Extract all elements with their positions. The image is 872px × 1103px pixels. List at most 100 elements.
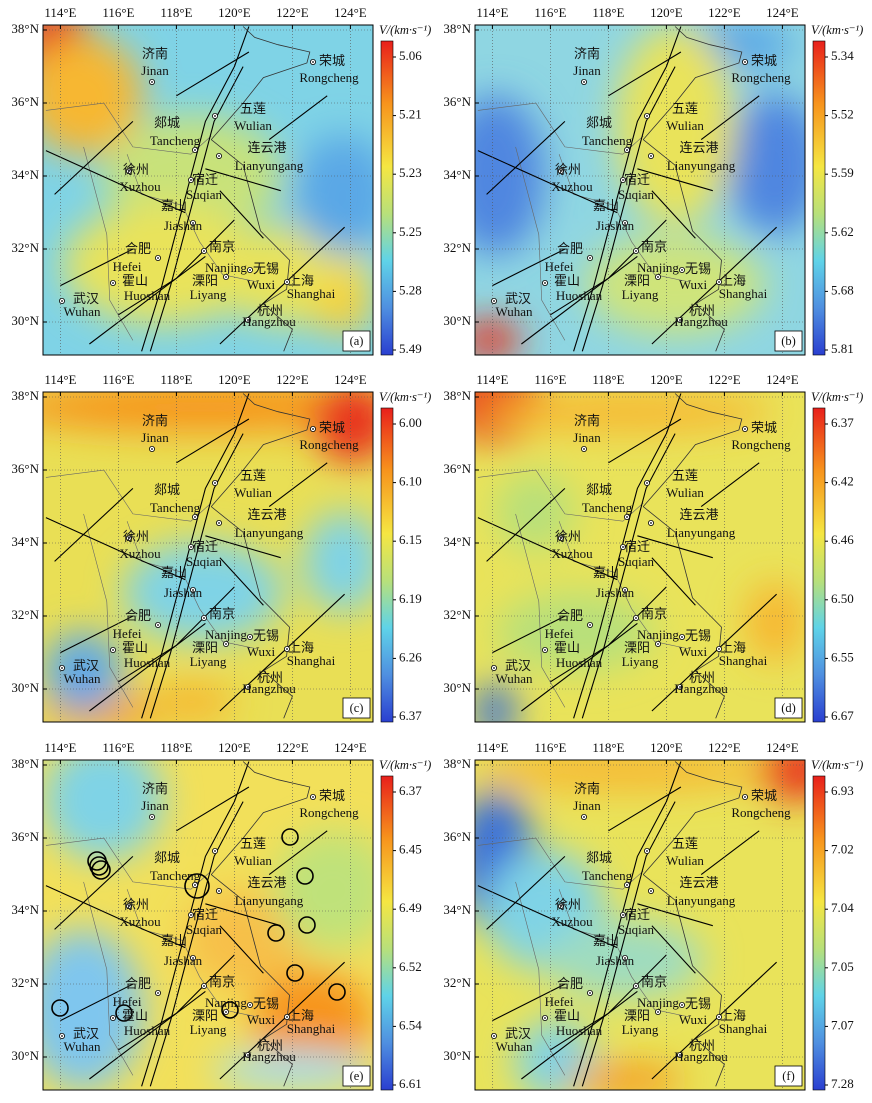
city-name-en: Suqian	[186, 187, 223, 202]
fault	[89, 990, 206, 1080]
city-name-en: Hangzhou	[242, 681, 296, 696]
map-frame	[42, 391, 374, 723]
city-name-en: Shanghai	[287, 1021, 336, 1036]
city-name-en: Lianyungang	[235, 893, 304, 908]
lon-tick-label: 124°E	[766, 5, 799, 20]
city-name-cn: 杭州	[257, 670, 283, 685]
city-marker-dot	[194, 884, 196, 886]
fault	[219, 190, 264, 239]
city-marker-dot	[190, 546, 192, 548]
city-name-cn: 上海	[288, 1008, 314, 1023]
city-marker-dot	[679, 319, 681, 321]
city-marker-dot	[635, 617, 637, 619]
lon-tick-label: 122°E	[708, 740, 741, 755]
city-name-cn: 上海	[720, 640, 746, 655]
colorbar	[812, 775, 826, 1091]
lat-tick-label: 32°N	[443, 975, 471, 990]
city-name-cn: 溧阳	[192, 273, 218, 288]
fault	[54, 855, 134, 930]
colorbar-tick-label: 5.68	[831, 282, 854, 297]
city-marker-dot	[203, 617, 205, 619]
fault	[492, 248, 566, 287]
velocity-anomaly	[475, 682, 515, 722]
velocity-anomaly	[213, 1050, 373, 1090]
city-name-en: Wuxi	[247, 644, 276, 659]
city-name-en: Wuxi	[679, 644, 708, 659]
boundary	[477, 837, 644, 890]
lat-tick-label: 30°N	[443, 680, 471, 695]
city-marker-dot	[61, 300, 63, 302]
city-marker-dot	[622, 914, 624, 916]
coastline	[642, 761, 743, 875]
city-name-en: Wulian	[666, 485, 704, 500]
lon-tick-label: 122°E	[276, 372, 309, 387]
lat-tick-label: 30°N	[11, 1048, 39, 1063]
colorbar-title: V/(km·s⁻¹)	[811, 758, 863, 772]
map-area: 济南 Jinan 荣城 Rongcheng 五莲 Wulian 郯城 Tancheng 连云港 L…	[43, 25, 373, 355]
colorbar-title: V/(km·s⁻¹)	[811, 390, 863, 404]
city-marker-dot	[157, 992, 159, 994]
fault	[550, 219, 667, 316]
colorbar	[380, 40, 394, 356]
colorbar-tick-label: 5.23	[399, 165, 422, 180]
velocity-anomaly	[43, 760, 163, 860]
panel-label: (b)	[781, 334, 796, 348]
city-name-en: Rongcheng	[731, 805, 791, 820]
city-name-en: Liyang	[622, 654, 659, 669]
city-name-cn: 合肥	[557, 608, 583, 623]
lon-tick-label: 116°E	[102, 372, 134, 387]
city-marker-dot	[544, 649, 546, 651]
city-name-cn: 郯城	[154, 115, 180, 130]
fault	[54, 120, 134, 195]
city-name-cn: 武汉	[505, 1026, 531, 1041]
city-marker-dot	[646, 850, 648, 852]
map-area: 济南 Jinan 荣城 Rongcheng 五莲 Wulian 郯城 Tancheng 连云港 L…	[43, 760, 373, 1090]
fault	[492, 983, 566, 1022]
city-name-cn: 宿迁	[624, 907, 650, 922]
city-name-en: Lianyungang	[667, 525, 736, 540]
lon-tick-label: 120°E	[650, 740, 683, 755]
lat-tick-label: 36°N	[443, 829, 471, 844]
city-marker-dot	[635, 250, 637, 252]
city-marker-dot	[151, 81, 153, 83]
city-name-cn: 嘉山	[161, 565, 187, 580]
fault	[637, 168, 713, 192]
fault	[205, 168, 281, 192]
fault	[477, 517, 618, 581]
fault	[176, 786, 250, 832]
city-name-cn: 霍山	[554, 1008, 580, 1023]
colorbar-tick-label: 5.28	[399, 282, 422, 297]
map-area: 济南 Jinan 荣城 Rongcheng 五莲 Wulian 郯城 Tancheng 连云港 L…	[475, 760, 805, 1090]
city-name-cn: 上海	[720, 273, 746, 288]
city-name-cn: 宿迁	[192, 172, 218, 187]
lat-tick-label: 32°N	[11, 240, 39, 255]
fault	[149, 66, 244, 352]
city-name-cn: 溧阳	[192, 640, 218, 655]
city-name-en: Wulian	[234, 853, 272, 868]
panel-label-box	[342, 697, 371, 719]
lon-tick-label: 118°E	[160, 372, 192, 387]
city-marker-dot	[247, 319, 249, 321]
city-marker-dot	[225, 276, 227, 278]
city-name-cn: 霍山	[554, 640, 580, 655]
city-name-cn: 武汉	[505, 658, 531, 673]
map-area: 济南 Jinan 荣城 Rongcheng 五莲 Wulian 郯城 Tancheng 连云港 L…	[475, 25, 805, 355]
city-name-cn: 济南	[142, 413, 168, 428]
city-name-en: Wuxi	[679, 277, 708, 292]
city-name-cn: 徐州	[555, 529, 581, 544]
city-name-en: Hefei	[113, 994, 142, 1009]
boundary	[45, 837, 212, 890]
lat-tick-label: 38°N	[11, 21, 39, 36]
lat-tick-label: 32°N	[11, 607, 39, 622]
city-name-cn: 徐州	[123, 529, 149, 544]
city-name-cn: 五莲	[240, 836, 266, 851]
velocity-anomaly	[153, 682, 233, 722]
city-name-cn: 杭州	[689, 1038, 715, 1053]
coastline	[642, 139, 725, 352]
colorbar-tick-label: 6.50	[831, 591, 854, 606]
city-marker-dot	[218, 890, 220, 892]
city-marker-dot	[635, 985, 637, 987]
city-name-en: Lianyungang	[235, 158, 304, 173]
city-marker-dot	[312, 796, 314, 798]
lat-tick-label: 34°N	[443, 902, 471, 917]
